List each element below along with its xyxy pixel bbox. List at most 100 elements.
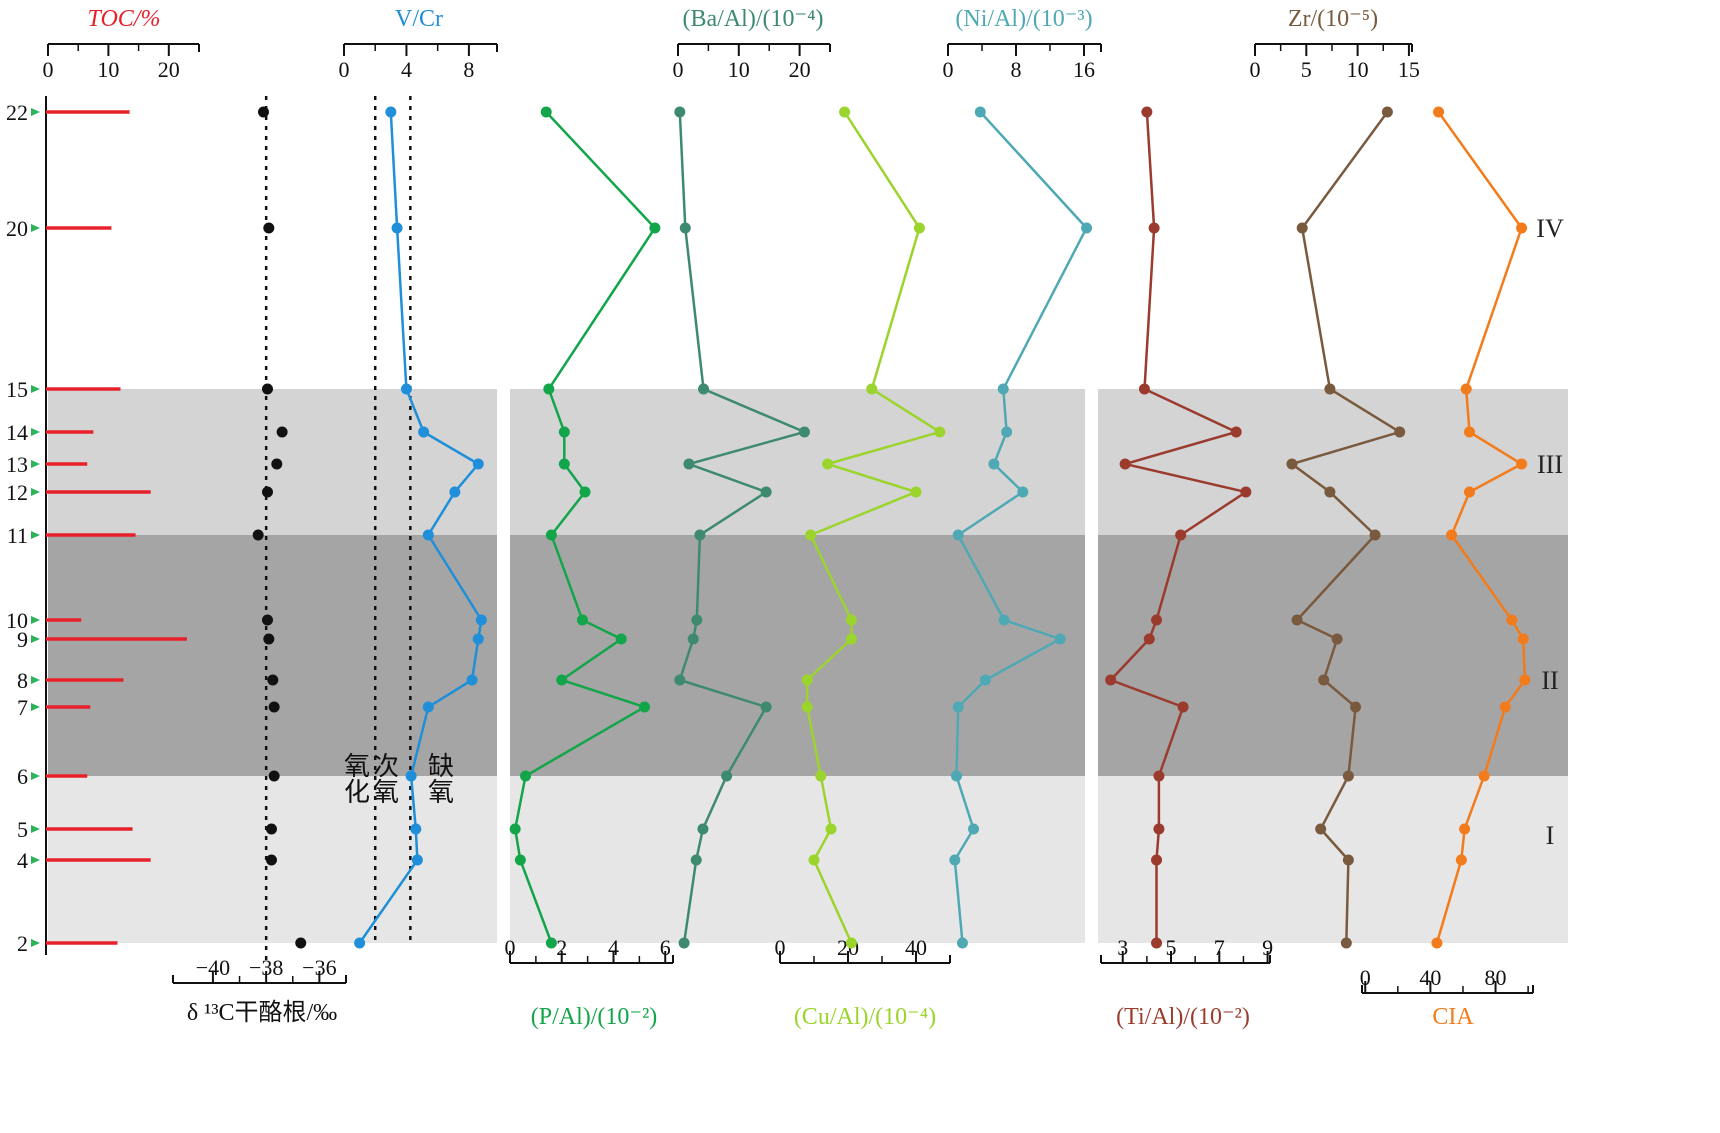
d13c-point-12 (261, 486, 273, 498)
d13c-point-5 (265, 823, 277, 835)
nial-point-2 (956, 937, 968, 949)
cia-point-15 (1460, 383, 1472, 395)
tial-point-7 (1177, 701, 1189, 713)
baal-point-7 (760, 701, 772, 713)
d13c-point-2 (295, 937, 307, 949)
zr-point-14 (1394, 426, 1406, 438)
baal-point-11 (694, 529, 706, 541)
vcr-axis-title: V/Cr (395, 6, 443, 32)
nial-tick-label-2: 16 (1073, 57, 1095, 82)
d13c-point-9 (263, 633, 275, 645)
tial-point-13 (1119, 458, 1131, 470)
depth-tick-label-15: 15 (6, 377, 28, 402)
tial-point-15 (1138, 383, 1150, 395)
depth-tick-label-6: 6 (17, 764, 28, 789)
cia-tick-label-1: 40 (1419, 965, 1441, 990)
d13c-tick-label-1: −38 (249, 955, 283, 980)
zr-point-10 (1291, 614, 1303, 626)
tial-tick-label-2: 7 (1214, 935, 1225, 960)
toc-tick-label-0: 0 (43, 57, 54, 82)
tial-point-12 (1240, 486, 1252, 498)
zr-tick-label-2: 10 (1347, 57, 1369, 82)
vcr-tick-label-0: 0 (339, 57, 350, 82)
nial-axis-title: (Ni/Al)/(10⁻³) (955, 6, 1092, 32)
pal-point-22 (540, 106, 552, 118)
depth-tick-marker-15 (31, 385, 40, 393)
cual-tick-label-0: 0 (775, 935, 786, 960)
tial-point-11 (1175, 529, 1187, 541)
d13c-point-4 (265, 854, 277, 866)
pal-point-6 (520, 770, 532, 782)
vcr-point-12 (449, 486, 461, 498)
tial-tick-label-0: 3 (1117, 935, 1128, 960)
nial-point-13 (988, 458, 1000, 470)
d13c-point-6 (268, 770, 280, 782)
zr-point-6 (1342, 770, 1354, 782)
depth-tick-marker-12 (31, 488, 40, 496)
cia-point-12 (1463, 486, 1475, 498)
zr-point-2 (1340, 937, 1352, 949)
depth-tick-label-9: 9 (17, 627, 28, 652)
baal-point-14 (798, 426, 810, 438)
cual-point-20 (913, 222, 925, 234)
baal-point-15 (698, 383, 710, 395)
d13c-point-20 (263, 222, 275, 234)
cia-point-10 (1506, 614, 1518, 626)
pal-point-14 (558, 426, 570, 438)
d13c-point-7 (268, 701, 280, 713)
tial-point-10 (1151, 614, 1163, 626)
vcr-point-15 (400, 383, 412, 395)
d13c-point-10 (261, 614, 273, 626)
cual-point-11 (805, 529, 817, 541)
cual-point-22 (839, 106, 851, 118)
baal-point-2 (678, 937, 690, 949)
pal-axis-title: (P/Al)/(10⁻²) (531, 1004, 658, 1030)
depth-tick-label-22: 22 (6, 100, 28, 125)
nial-point-8 (979, 674, 991, 686)
cia-point-22 (1433, 106, 1445, 118)
tial-tick-label-3: 9 (1262, 935, 1273, 960)
pal-point-5 (509, 823, 521, 835)
d13c-point-14 (276, 426, 288, 438)
d13c-tick-label-2: −36 (302, 955, 336, 980)
pal-point-10 (576, 614, 588, 626)
cual-tick-label-2: 40 (905, 935, 927, 960)
vcr-point-8 (466, 674, 478, 686)
vcr-point-5 (410, 823, 422, 835)
pal-tick-label-0: 0 (505, 935, 516, 960)
vcr-point-22 (385, 106, 397, 118)
depth-tick-marker-8 (31, 676, 40, 684)
zr-tick-label-0: 0 (1250, 57, 1261, 82)
tial-point-22 (1141, 106, 1153, 118)
vcr-point-7 (422, 701, 434, 713)
tial-axis-title: (Ti/Al)/(10⁻²) (1116, 1004, 1250, 1030)
cual-point-4 (808, 854, 820, 866)
baal-tick-label-2: 20 (789, 57, 811, 82)
depth-tick-marker-22 (31, 108, 40, 116)
zr-point-12 (1324, 486, 1336, 498)
tial-point-4 (1151, 854, 1163, 866)
cual-point-10 (845, 614, 857, 626)
cia-point-5 (1459, 823, 1471, 835)
zr-tick-label-3: 15 (1398, 57, 1420, 82)
baal-axis-title: (Ba/Al)/(10⁻⁴) (683, 6, 824, 32)
pal-point-7 (639, 701, 651, 713)
zr-point-8 (1318, 674, 1330, 686)
cia-point-9 (1517, 633, 1529, 645)
cual-point-9 (845, 633, 857, 645)
d13c-point-13 (271, 458, 283, 470)
cia-point-6 (1478, 770, 1490, 782)
baal-point-9 (687, 633, 699, 645)
zr-point-7 (1350, 701, 1362, 713)
baal-point-20 (679, 222, 691, 234)
pal-point-15 (543, 383, 555, 395)
cia-point-7 (1499, 701, 1511, 713)
pal-point-2 (545, 937, 557, 949)
cual-point-7 (801, 701, 813, 713)
threshold-lines-layer (264, 96, 412, 960)
zr-point-22 (1381, 106, 1393, 118)
cia-point-2 (1431, 937, 1443, 949)
tial-point-6 (1153, 770, 1165, 782)
nial-point-6 (951, 770, 962, 782)
